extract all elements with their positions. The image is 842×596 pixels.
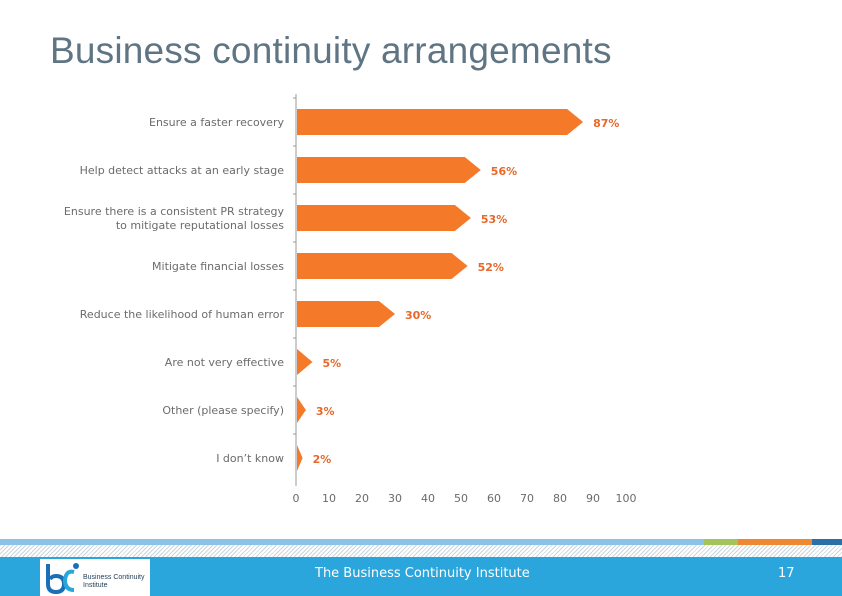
x-tick-label: 40	[421, 492, 435, 505]
footer-organization: The Business Continuity Institute	[315, 566, 530, 581]
data-bar	[297, 253, 468, 279]
x-tick-label: 50	[454, 492, 468, 505]
data-bar	[297, 445, 303, 471]
category-label: Ensure a faster recovery	[149, 116, 284, 129]
data-label: 2%	[313, 453, 332, 466]
data-label: 52%	[478, 261, 504, 274]
page-number: 17	[778, 566, 795, 581]
data-label: 3%	[316, 405, 335, 418]
data-bar	[297, 157, 481, 183]
category-label: Help detect attacks at an early stage	[80, 164, 285, 177]
bci-logo-mark-icon	[46, 563, 79, 594]
data-bar	[297, 205, 471, 231]
footer-stripe-green	[704, 539, 738, 545]
data-bar	[297, 349, 313, 375]
x-tick-label: 60	[487, 492, 501, 505]
category-label: Are not very effective	[165, 356, 284, 369]
x-tick-label: 10	[322, 492, 336, 505]
x-tick-label: 90	[586, 492, 600, 505]
data-bar	[297, 397, 306, 423]
category-label: I don’t know	[216, 452, 284, 465]
bci-logo-text: Business Continuity Institute	[83, 574, 145, 589]
footer-stripe-navy	[812, 539, 842, 545]
category-label: Mitigate financial losses	[152, 260, 284, 273]
data-label: 53%	[481, 213, 507, 226]
footer-stripe-blue	[0, 539, 704, 545]
footer-hatch	[0, 545, 842, 557]
category-label: Reduce the likelihood of human error	[80, 308, 285, 321]
category-label: Ensure there is a consistent PR strategy	[64, 205, 285, 218]
data-label: 30%	[405, 309, 431, 322]
category-label: Other (please specify)	[162, 404, 284, 417]
x-tick-label: 0	[293, 492, 300, 505]
bar-chart: Ensure a faster recovery 87% Help detect a…	[64, 94, 637, 505]
data-label: 87%	[593, 117, 619, 130]
x-tick-label: 20	[355, 492, 369, 505]
data-label: 5%	[323, 357, 342, 370]
chart-area: Ensure a faster recovery 87% Help detect a…	[58, 82, 648, 514]
category-label: to mitigate reputational losses	[116, 219, 284, 232]
x-tick-label: 80	[553, 492, 567, 505]
data-bar	[297, 301, 395, 327]
slide-title: Business continuity arrangements	[50, 30, 612, 71]
bci-logo: Business Continuity Institute	[40, 559, 150, 596]
x-tick-label: 100	[616, 492, 637, 505]
data-label: 56%	[491, 165, 517, 178]
x-tick-label: 30	[388, 492, 402, 505]
data-bar	[297, 109, 584, 135]
footer-stripe-orange	[738, 539, 812, 545]
x-tick-label: 70	[520, 492, 534, 505]
